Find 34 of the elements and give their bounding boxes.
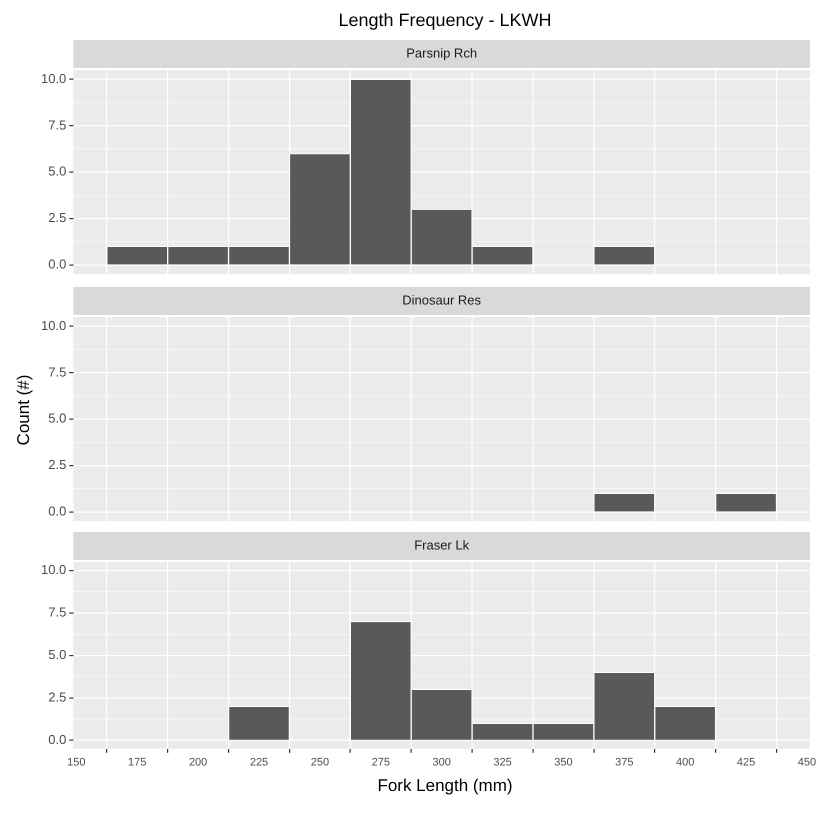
x-tick-label: 375: [615, 756, 634, 768]
chart-subtitle: Dinosaur Res: [402, 292, 482, 308]
y-tick-label: 10.0: [40, 318, 66, 333]
x-tick-label: 400: [676, 756, 694, 768]
y-tick-label: 7.5: [48, 604, 66, 620]
x-tick-label: 175: [128, 756, 146, 768]
x-tick-label: 325: [493, 756, 512, 768]
y-tick-label: 7.5: [48, 117, 66, 132]
y-tick-label: 2.5: [48, 689, 66, 704]
y-tick-label: 7.5: [48, 364, 66, 380]
x-tick-label: 300: [432, 756, 451, 768]
y-tick-label: 10.0: [40, 70, 66, 86]
y-tick-label: 0.0: [48, 732, 66, 747]
x-tick-label: 350: [554, 756, 573, 768]
y-tick-label: 0.0: [48, 503, 66, 518]
y-tick-label: 0.0: [48, 256, 66, 272]
y-tick-label: 5.0: [48, 646, 66, 662]
x-tick-label: 225: [250, 756, 268, 768]
y-tick-label: 2.5: [48, 210, 66, 226]
y-tick-label: 5.0: [48, 410, 66, 426]
y-tick-label: 2.5: [48, 457, 66, 472]
chart-title: Length Frequency - LKWH: [337, 10, 553, 31]
x-tick-label: 425: [736, 756, 756, 768]
chart-subtitle: Fraser Lk: [414, 538, 470, 553]
x-tick-label: 275: [372, 756, 390, 768]
chart-subtitle: Parsnip Rch: [406, 46, 478, 61]
x-axis-title: Fork Length (mm): [376, 776, 514, 796]
x-tick-label: 200: [188, 756, 208, 768]
y-tick-label: 5.0: [48, 164, 66, 179]
y-axis-title: Count (#): [14, 374, 34, 445]
x-tick-label: 450: [798, 756, 816, 768]
x-tick-label: 150: [67, 756, 86, 768]
y-tick-label: 10.0: [40, 562, 66, 578]
x-tick-label: 250: [310, 756, 330, 768]
